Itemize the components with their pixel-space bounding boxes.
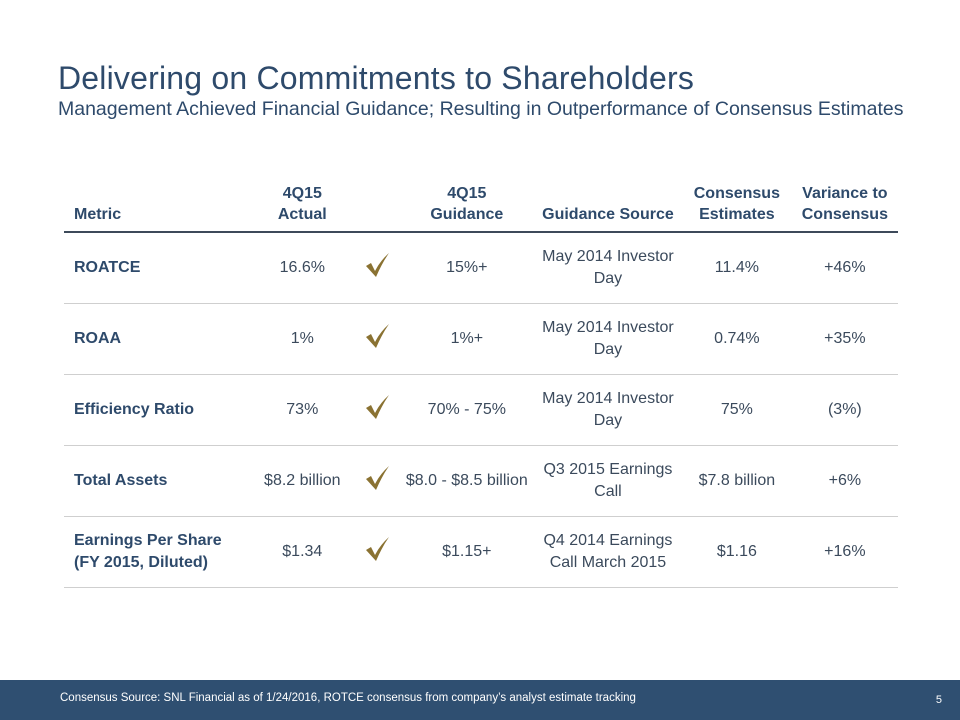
metric-label: ROAA bbox=[74, 330, 122, 347]
page-title: Delivering on Commitments to Shareholder… bbox=[58, 60, 695, 96]
metric-cell: ROATCE bbox=[64, 232, 250, 304]
check-cell bbox=[354, 445, 400, 517]
variance-cell: +16% bbox=[791, 516, 898, 588]
check-cell bbox=[354, 374, 400, 446]
guidance-cell: 70% - 75% bbox=[399, 374, 534, 446]
source-cell: Q3 2015 Earnings Call bbox=[533, 445, 682, 517]
consensus-cell: 11.4% bbox=[682, 232, 792, 304]
source-line1: Q4 2014 Earnings bbox=[543, 532, 673, 549]
table-row: ROATCE 16.6% 15%+ May 2014 Investor Day 1… bbox=[64, 232, 898, 304]
guidance-cell: 1%+ bbox=[399, 303, 534, 375]
checkmark-icon bbox=[366, 394, 390, 419]
metric-label-line2: (FY 2015, Diluted) bbox=[74, 554, 208, 571]
actual-cell: $1.34 bbox=[249, 516, 355, 588]
page-subtitle: Management Achieved Financial Guidance; … bbox=[58, 98, 904, 120]
header-actual-line2: Actual bbox=[277, 206, 327, 223]
header-check bbox=[354, 178, 400, 233]
checkmark-icon bbox=[366, 465, 390, 490]
check-cell bbox=[354, 232, 400, 304]
metric-label: Efficiency Ratio bbox=[74, 401, 195, 418]
header-source: Guidance Source bbox=[533, 178, 682, 233]
guidance-table: Metric 4Q15 Actual 4Q15 Guidance Guidance … bbox=[64, 178, 898, 588]
source-line2: Call March 2015 bbox=[549, 554, 667, 571]
header-variance: Variance to Consensus bbox=[791, 178, 898, 233]
header-consensus-line1: Consensus bbox=[693, 185, 780, 202]
source-line2: Call bbox=[594, 483, 622, 500]
header-consensus: Consensus Estimates bbox=[682, 178, 792, 233]
metric-cell: Efficiency Ratio bbox=[64, 374, 250, 446]
footer-bar bbox=[0, 680, 960, 720]
table-header-row: Metric 4Q15 Actual 4Q15 Guidance Guidance … bbox=[64, 178, 898, 233]
source-line1: Q3 2015 Earnings bbox=[543, 461, 673, 478]
check-cell bbox=[354, 516, 400, 588]
metric-label: Earnings Per Share bbox=[74, 532, 222, 549]
metric-label: ROATCE bbox=[74, 259, 141, 276]
guidance-cell: $8.0 - $8.5 billion bbox=[399, 445, 534, 517]
consensus-cell: 0.74% bbox=[682, 303, 792, 375]
page-number: 5 bbox=[935, 694, 942, 706]
source-line1: May 2014 Investor bbox=[542, 248, 674, 265]
checkmark-icon bbox=[366, 536, 390, 561]
consensus-cell: 75% bbox=[682, 374, 792, 446]
consensus-cell: $1.16 bbox=[682, 516, 792, 588]
header-actual-line1: 4Q15 bbox=[282, 185, 322, 202]
variance-cell: +35% bbox=[791, 303, 898, 375]
metric-cell: Earnings Per Share (FY 2015, Diluted) bbox=[64, 516, 250, 588]
actual-cell: $8.2 billion bbox=[249, 445, 355, 517]
metric-cell: ROAA bbox=[64, 303, 250, 375]
header-actual: 4Q15 Actual bbox=[249, 178, 355, 233]
header-metric-label: Metric bbox=[74, 206, 122, 223]
checkmark-icon bbox=[366, 323, 390, 348]
source-line1: May 2014 Investor bbox=[542, 319, 674, 336]
guidance-cell: 15%+ bbox=[399, 232, 534, 304]
source-cell: Q4 2014 Earnings Call March 2015 bbox=[533, 516, 682, 588]
header-source-label: Guidance Source bbox=[542, 206, 674, 223]
actual-cell: 1% bbox=[249, 303, 355, 375]
table-row: ROAA 1% 1%+ May 2014 Investor Day 0.74% +… bbox=[64, 303, 898, 375]
guidance-cell: $1.15+ bbox=[399, 516, 534, 588]
header-variance-line2: Consensus bbox=[801, 206, 888, 223]
source-line2: Day bbox=[593, 412, 623, 429]
variance-cell: (3%) bbox=[791, 374, 898, 446]
footer-source-note: Consensus Source: SNL Financial as of 1/… bbox=[60, 692, 636, 704]
variance-cell: +6% bbox=[791, 445, 898, 517]
header-guidance-line1: 4Q15 bbox=[447, 185, 487, 202]
metric-cell: Total Assets bbox=[64, 445, 250, 517]
header-consensus-line2: Estimates bbox=[699, 206, 775, 223]
consensus-cell: $7.8 billion bbox=[682, 445, 792, 517]
source-cell: May 2014 Investor Day bbox=[533, 374, 682, 446]
source-cell: May 2014 Investor Day bbox=[533, 232, 682, 304]
metric-label: Total Assets bbox=[74, 472, 168, 489]
header-guidance: 4Q15 Guidance bbox=[399, 178, 534, 233]
actual-cell: 16.6% bbox=[249, 232, 355, 304]
header-metric: Metric bbox=[64, 178, 250, 233]
table-row: Earnings Per Share (FY 2015, Diluted) $1.… bbox=[64, 516, 898, 588]
table-row: Efficiency Ratio 73% 70% - 75% May 2014 … bbox=[64, 374, 898, 446]
header-guidance-line2: Guidance bbox=[430, 206, 504, 223]
check-cell bbox=[354, 303, 400, 375]
checkmark-icon bbox=[366, 252, 390, 277]
source-line2: Day bbox=[593, 270, 623, 287]
header-variance-line1: Variance to bbox=[802, 185, 888, 202]
source-cell: May 2014 Investor Day bbox=[533, 303, 682, 375]
actual-cell: 73% bbox=[249, 374, 355, 446]
source-line2: Day bbox=[593, 341, 623, 358]
variance-cell: +46% bbox=[791, 232, 898, 304]
source-line1: May 2014 Investor bbox=[542, 390, 674, 407]
table-row: Total Assets $8.2 billion $8.0 - $8.5 bi… bbox=[64, 445, 898, 517]
